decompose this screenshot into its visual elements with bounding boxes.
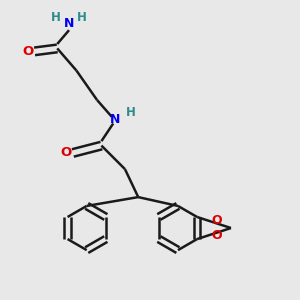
Text: H: H	[51, 11, 61, 24]
Text: N: N	[110, 112, 120, 126]
Text: O: O	[61, 146, 72, 159]
Text: O: O	[212, 214, 222, 227]
Text: H: H	[126, 106, 136, 119]
Text: N: N	[64, 17, 74, 30]
Text: O: O	[22, 45, 33, 58]
Text: H: H	[77, 11, 87, 24]
Text: O: O	[212, 229, 222, 242]
